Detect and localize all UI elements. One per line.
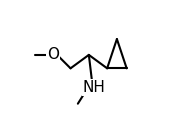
Text: NH: NH xyxy=(83,80,106,95)
Text: O: O xyxy=(47,47,59,62)
